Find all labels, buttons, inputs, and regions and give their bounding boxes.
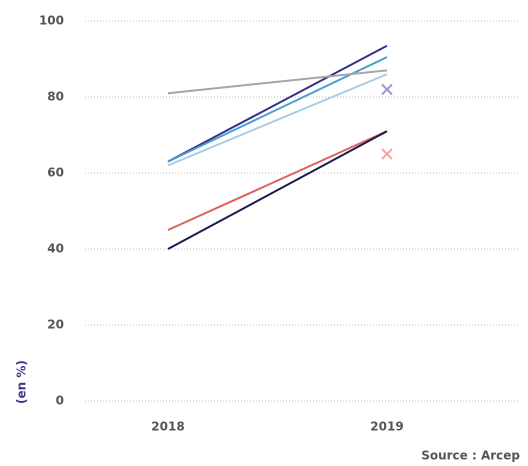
y-tick-label: 80 <box>47 90 64 104</box>
x-marker <box>381 148 393 160</box>
y-tick-label: 60 <box>47 166 64 180</box>
x-tick-label: 2018 <box>151 420 184 434</box>
source: Source : Arcep <box>421 449 520 463</box>
line <box>167 130 388 250</box>
line <box>167 130 388 231</box>
x-marker <box>381 83 393 96</box>
line <box>167 69 388 95</box>
x-tick-label: 2019 <box>370 420 403 434</box>
y-tick-label: 100 <box>39 14 64 28</box>
y-tick-label: 20 <box>47 318 64 332</box>
line <box>167 44 388 163</box>
line <box>167 73 388 167</box>
y-tick-label: 0 <box>56 394 64 408</box>
y-axis-label: (en %) <box>15 360 29 404</box>
y-tick-label: 40 <box>47 242 64 256</box>
